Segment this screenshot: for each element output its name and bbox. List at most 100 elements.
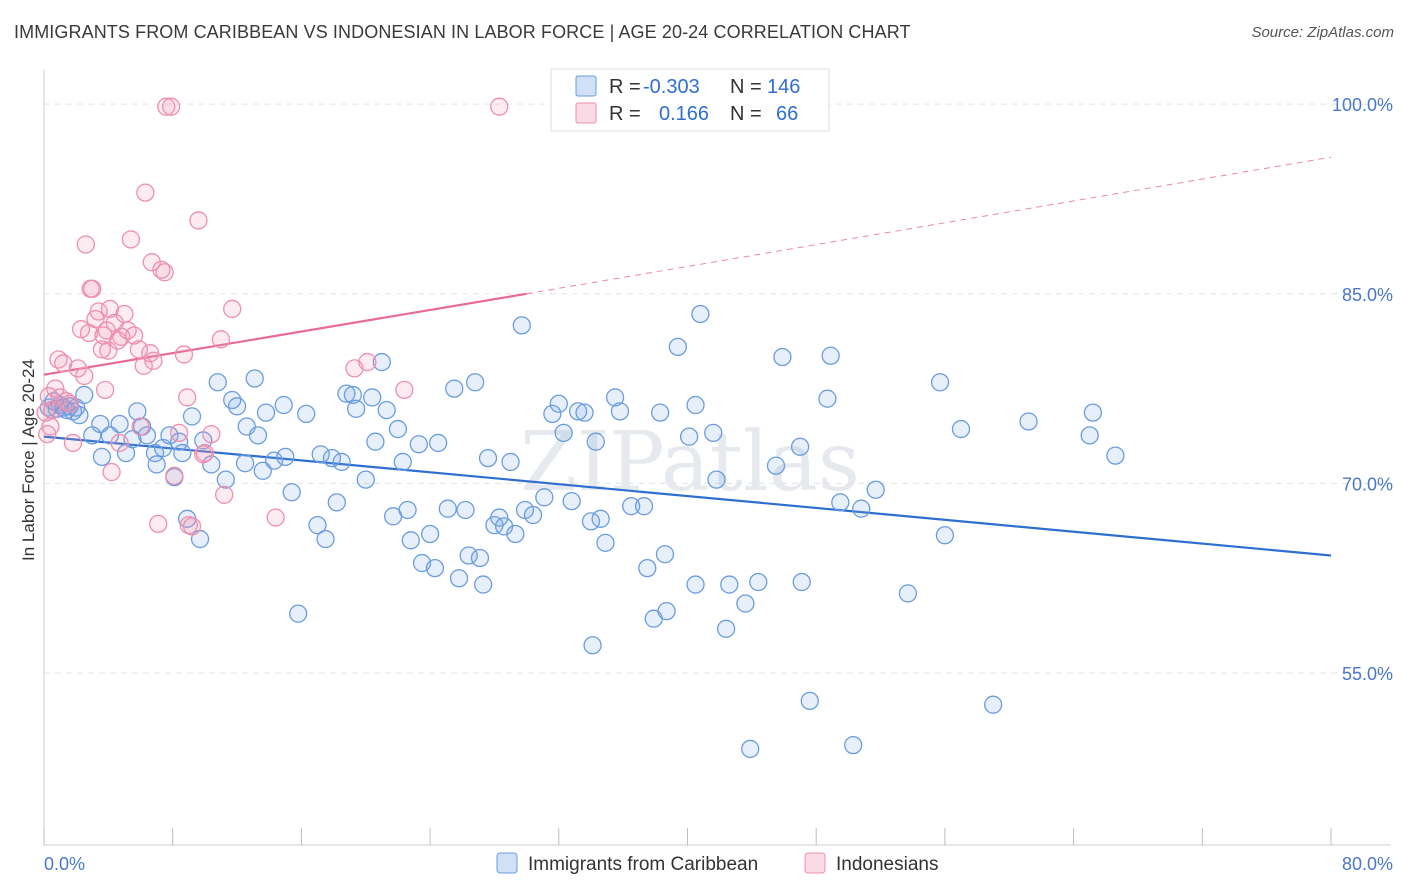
point-caribbean <box>568 402 588 421</box>
point-caribbean <box>792 572 811 592</box>
point-indonesians <box>110 433 129 453</box>
point-caribbean <box>465 373 485 392</box>
point-caribbean <box>651 403 670 422</box>
y-tick-label: 100.0% <box>1332 95 1393 115</box>
legend-n-value-caribbean: 146 <box>767 76 800 98</box>
point-caribbean <box>398 500 417 520</box>
point-indonesians <box>95 380 115 400</box>
point-indonesians <box>211 330 231 349</box>
point-indonesians <box>223 299 242 319</box>
point-indonesians <box>395 380 414 400</box>
point-indonesians <box>54 354 73 373</box>
tick-labels: 55.0% 70.0% 85.0% 100.0% 0.0% 80.0% <box>44 95 1393 874</box>
bottom-legend-label-indonesians: Indonesians <box>836 854 938 875</box>
legend-r-label-2: R = <box>609 103 641 125</box>
legend-swatch-indonesians <box>575 102 597 124</box>
source-label: Source: ZipAtlas.com <box>1251 24 1394 41</box>
point-caribbean <box>657 601 676 621</box>
point-caribbean <box>393 452 412 472</box>
point-caribbean <box>930 373 950 392</box>
point-indonesians <box>142 253 161 272</box>
point-indonesians <box>102 462 121 482</box>
point-caribbean <box>110 414 129 434</box>
point-caribbean <box>741 739 760 759</box>
trend-line-indonesians <box>43 292 527 376</box>
point-caribbean <box>575 403 594 422</box>
point-caribbean <box>506 524 525 544</box>
point-caribbean <box>478 448 498 468</box>
point-indonesians <box>182 517 202 536</box>
point-indonesians <box>100 299 120 319</box>
point-indonesians <box>202 424 221 444</box>
point-caribbean <box>456 500 475 520</box>
bottom-legend-swatch-indonesians <box>804 852 826 874</box>
axes <box>43 70 1391 846</box>
point-caribbean <box>449 569 469 588</box>
point-caribbean <box>686 575 705 594</box>
point-caribbean <box>327 493 346 512</box>
point-caribbean <box>501 452 520 472</box>
legend-r-label-1: R = <box>609 76 641 98</box>
point-caribbean <box>1083 403 1103 422</box>
y-tick-label: 70.0% <box>1342 474 1393 494</box>
point-caribbean <box>736 594 755 613</box>
point-indonesians <box>149 514 168 534</box>
point-caribbean <box>372 352 391 372</box>
point-indonesians <box>215 485 234 504</box>
point-indonesians <box>68 359 87 378</box>
series-legend: Immigrants from Caribbean Indonesians <box>496 852 938 875</box>
chart-title: IMMIGRANTS FROM CARIBBEAN VS INDONESIAN … <box>14 22 911 42</box>
point-caribbean <box>704 423 723 442</box>
point-caribbean <box>216 470 235 489</box>
point-caribbean <box>470 548 490 568</box>
point-indonesians <box>75 366 94 386</box>
point-indonesians <box>169 423 189 442</box>
point-caribbean <box>844 735 863 755</box>
point-caribbean <box>549 394 568 413</box>
point-caribbean <box>445 379 464 398</box>
gridlines <box>44 103 1391 674</box>
point-caribbean <box>297 404 316 424</box>
point-caribbean <box>208 373 227 392</box>
point-caribbean <box>898 584 918 603</box>
point-indonesians <box>41 417 60 436</box>
point-caribbean <box>75 385 94 405</box>
point-caribbean <box>346 399 366 418</box>
point-caribbean <box>668 337 687 357</box>
point-caribbean <box>289 604 308 623</box>
point-indonesians <box>124 326 144 345</box>
series-indonesians-points <box>36 97 509 536</box>
point-caribbean <box>128 402 147 421</box>
point-indonesians <box>195 443 215 463</box>
point-indonesians <box>76 235 95 254</box>
point-caribbean <box>316 529 335 549</box>
point-caribbean <box>562 491 581 511</box>
point-indonesians <box>136 183 155 202</box>
point-caribbean <box>425 558 445 578</box>
point-caribbean <box>1106 446 1125 465</box>
point-caribbean <box>984 695 1003 714</box>
point-caribbean <box>173 443 192 463</box>
trend-line-indonesians-extension <box>526 156 1332 295</box>
point-indonesians <box>60 394 79 413</box>
point-caribbean <box>256 403 276 422</box>
point-caribbean <box>438 499 457 518</box>
point-caribbean <box>322 448 342 468</box>
point-caribbean <box>235 454 255 473</box>
trend-line-caribbean <box>43 435 1332 557</box>
point-caribbean <box>1080 426 1099 445</box>
point-indonesians <box>131 417 150 436</box>
x-tick-label: 0.0% <box>44 854 85 874</box>
point-caribbean <box>821 346 840 365</box>
point-caribbean <box>605 388 625 407</box>
point-indonesians <box>178 388 197 407</box>
point-caribbean <box>420 524 440 544</box>
series-caribbean-points <box>39 304 1125 759</box>
point-caribbean <box>377 400 396 420</box>
point-caribbean <box>586 432 605 451</box>
point-caribbean <box>245 369 264 388</box>
point-caribbean <box>490 508 509 527</box>
point-caribbean <box>227 397 247 416</box>
point-caribbean <box>274 395 293 415</box>
